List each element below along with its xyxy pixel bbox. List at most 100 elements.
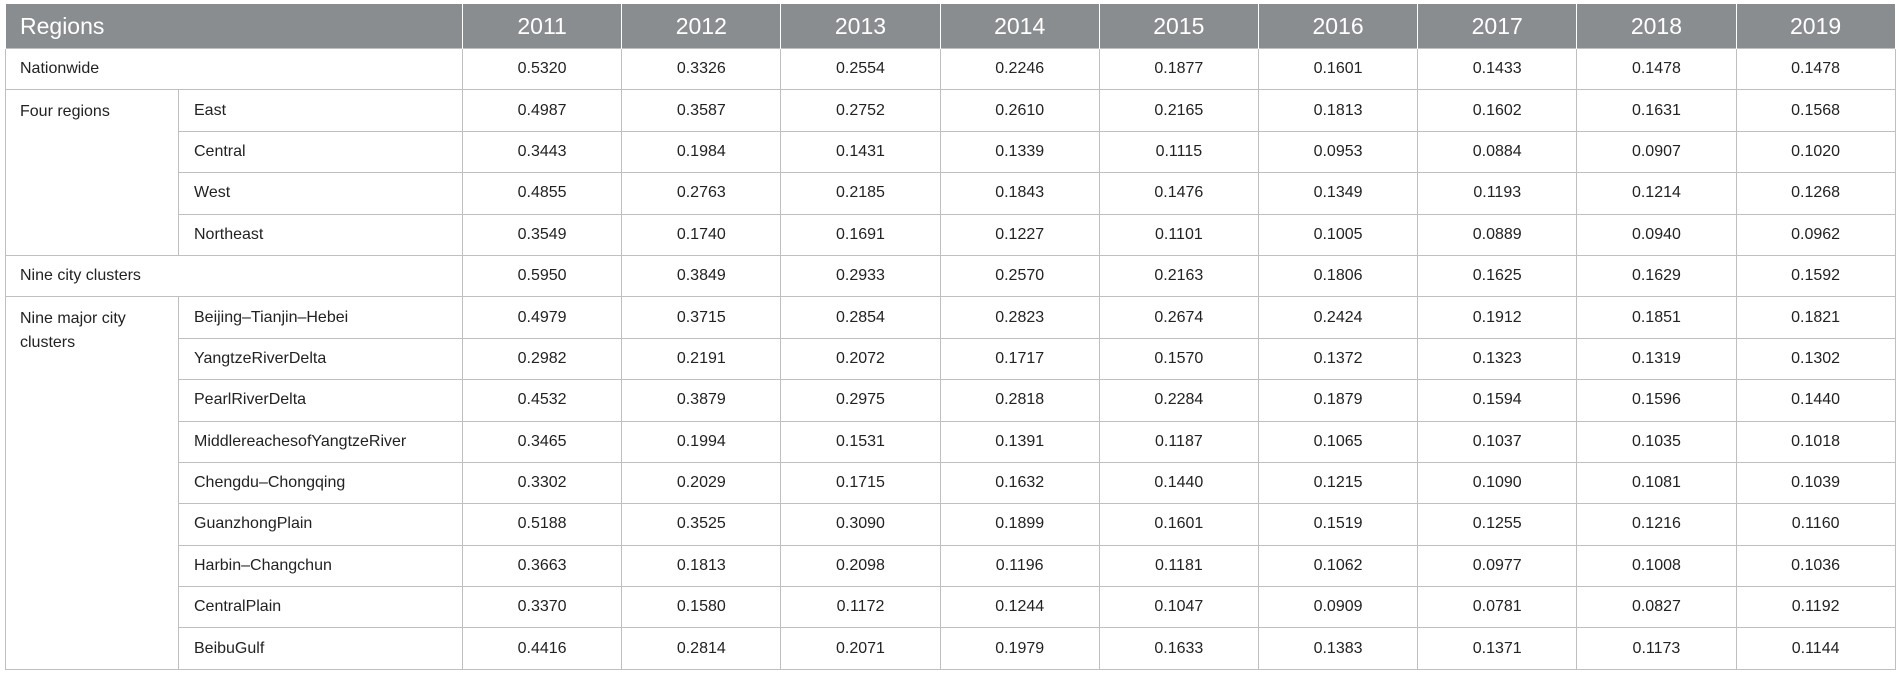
value-cell: 0.0781 [1417, 586, 1578, 629]
header-year: 2018 [1576, 4, 1737, 49]
value-cell: 0.1214 [1576, 172, 1737, 215]
group-label: Four regions [5, 89, 179, 256]
value-cell: 0.1020 [1735, 130, 1896, 174]
value-cell: 0.2752 [780, 89, 941, 132]
value-cell: 0.2982 [462, 337, 623, 381]
value-cell: 0.1196 [939, 544, 1100, 588]
value-cell: 0.1580 [621, 586, 782, 629]
value-cell: 0.1193 [1417, 172, 1578, 215]
value-cell: 0.4855 [462, 172, 623, 215]
value-cell: 0.4416 [462, 627, 623, 670]
value-cell: 0.2933 [780, 254, 941, 298]
value-cell: 0.2763 [621, 172, 782, 215]
value-cell: 0.2071 [780, 627, 941, 670]
sub-region-label: West [177, 172, 464, 215]
value-cell: 0.1476 [1098, 172, 1259, 215]
value-cell: 0.0977 [1417, 544, 1578, 588]
value-cell: 0.1383 [1257, 627, 1419, 670]
value-cell: 0.1478 [1735, 47, 1896, 91]
value-cell: 0.1035 [1576, 420, 1737, 463]
table-body: Nationwide 0.5320 0.3326 0.2554 0.2246 0.1877… [4, 47, 1896, 670]
value-cell: 0.1065 [1257, 420, 1419, 463]
value-cell: 0.1391 [939, 420, 1100, 463]
value-cell: 0.2570 [939, 254, 1100, 298]
value-cell: 0.2284 [1098, 379, 1259, 422]
value-cell: 0.2424 [1257, 296, 1419, 339]
value-cell: 0.3443 [462, 130, 623, 174]
value-cell: 0.1181 [1098, 544, 1259, 588]
row-nine-major-city-clusters: Chengdu–Chongqing 0.3302 0.2029 0.1715 0.163… [6, 461, 1896, 505]
row-nine-major-city-clusters: GuanzhongPlain 0.5188 0.3525 0.3090 0.1899 0.… [6, 503, 1896, 546]
value-cell: 0.1187 [1098, 420, 1259, 463]
header-row: Regions 2011 2012 2013 2014 2015 2016 20… [4, 4, 1896, 49]
header-year: 2012 [621, 4, 782, 49]
value-cell: 0.2854 [780, 296, 941, 339]
value-cell: 0.1899 [939, 503, 1100, 546]
value-cell: 0.0962 [1735, 213, 1896, 256]
value-cell: 0.1631 [1576, 89, 1737, 132]
value-cell: 0.1568 [1735, 89, 1896, 132]
row-label: Nationwide [4, 47, 464, 91]
value-cell: 0.1740 [621, 213, 782, 256]
group-label: Nine major city clusters [5, 296, 179, 670]
row-four-regions: West 0.4855 0.2763 0.2185 0.1843 0.1476 0.1349… [6, 172, 1896, 215]
value-cell: 0.1994 [621, 420, 782, 463]
value-cell: 0.1349 [1257, 172, 1419, 215]
value-cell: 0.0907 [1576, 130, 1737, 174]
value-cell: 0.3525 [621, 503, 782, 546]
value-cell: 0.1632 [939, 461, 1100, 505]
sub-region-label: Northeast [177, 213, 464, 256]
header-year: 2016 [1257, 4, 1419, 49]
header-year: 2019 [1735, 4, 1896, 49]
value-cell: 0.5320 [462, 47, 623, 91]
value-cell: 0.2185 [780, 172, 941, 215]
sub-region-label: East [177, 89, 464, 132]
row-nine-major-city-clusters: Nine major city clusters Beijing–Tianjin–… [5, 296, 1896, 670]
value-cell: 0.2823 [939, 296, 1100, 339]
value-cell: 0.1806 [1257, 254, 1419, 298]
value-cell: 0.1173 [1576, 627, 1737, 670]
value-cell: 0.1101 [1098, 213, 1259, 256]
value-cell: 0.2072 [780, 337, 941, 381]
value-cell: 0.1596 [1576, 379, 1737, 422]
row-nine-city-clusters: Nine city clusters 0.5950 0.3849 0.2933 0.25… [4, 254, 1896, 298]
row-nine-major-city-clusters: CentralPlain 0.3370 0.1580 0.1172 0.1244 0.10… [6, 586, 1896, 629]
value-cell: 0.3587 [621, 89, 782, 132]
value-cell: 0.1115 [1098, 130, 1259, 174]
value-cell: 0.0884 [1417, 130, 1578, 174]
row-four-regions: Central 0.3443 0.1984 0.1431 0.1339 0.1115 0.0… [6, 130, 1896, 174]
value-cell: 0.1081 [1576, 461, 1737, 505]
value-cell: 0.1216 [1576, 503, 1737, 546]
value-cell: 0.1339 [939, 130, 1100, 174]
value-cell: 0.1433 [1417, 47, 1578, 91]
header-year: 2011 [462, 4, 623, 49]
value-cell: 0.1531 [780, 420, 941, 463]
value-cell: 0.4979 [462, 296, 623, 339]
value-cell: 0.1062 [1257, 544, 1419, 588]
value-cell: 0.1633 [1098, 627, 1259, 670]
value-cell: 0.5188 [462, 503, 623, 546]
value-cell: 0.1039 [1735, 461, 1896, 505]
value-cell: 0.1005 [1257, 213, 1419, 256]
value-cell: 0.1625 [1417, 254, 1578, 298]
sub-region-label: Chengdu–Chongqing [177, 461, 464, 505]
row-four-regions: Northeast 0.3549 0.1740 0.1691 0.1227 0.1101 0… [6, 213, 1896, 256]
sub-region-label: Beijing–Tianjin–Hebei [177, 296, 464, 339]
value-cell: 0.1879 [1257, 379, 1419, 422]
value-cell: 0.0953 [1257, 130, 1419, 174]
value-cell: 0.1215 [1257, 461, 1419, 505]
value-cell: 0.1570 [1098, 337, 1259, 381]
value-cell: 0.1594 [1417, 379, 1578, 422]
table-header: Regions 2011 2012 2013 2014 2015 2016 20… [4, 4, 1896, 49]
header-year: 2013 [780, 4, 941, 49]
value-cell: 0.1227 [939, 213, 1100, 256]
value-cell: 0.2165 [1098, 89, 1259, 132]
value-cell: 0.1877 [1098, 47, 1259, 91]
value-cell: 0.1601 [1098, 503, 1259, 546]
sub-region-label: YangtzeRiverDelta [177, 337, 464, 381]
value-cell: 0.1172 [780, 586, 941, 629]
value-cell: 0.1478 [1576, 47, 1737, 91]
value-cell: 0.3715 [621, 296, 782, 339]
value-cell: 0.1717 [939, 337, 1100, 381]
value-cell: 0.1431 [780, 130, 941, 174]
